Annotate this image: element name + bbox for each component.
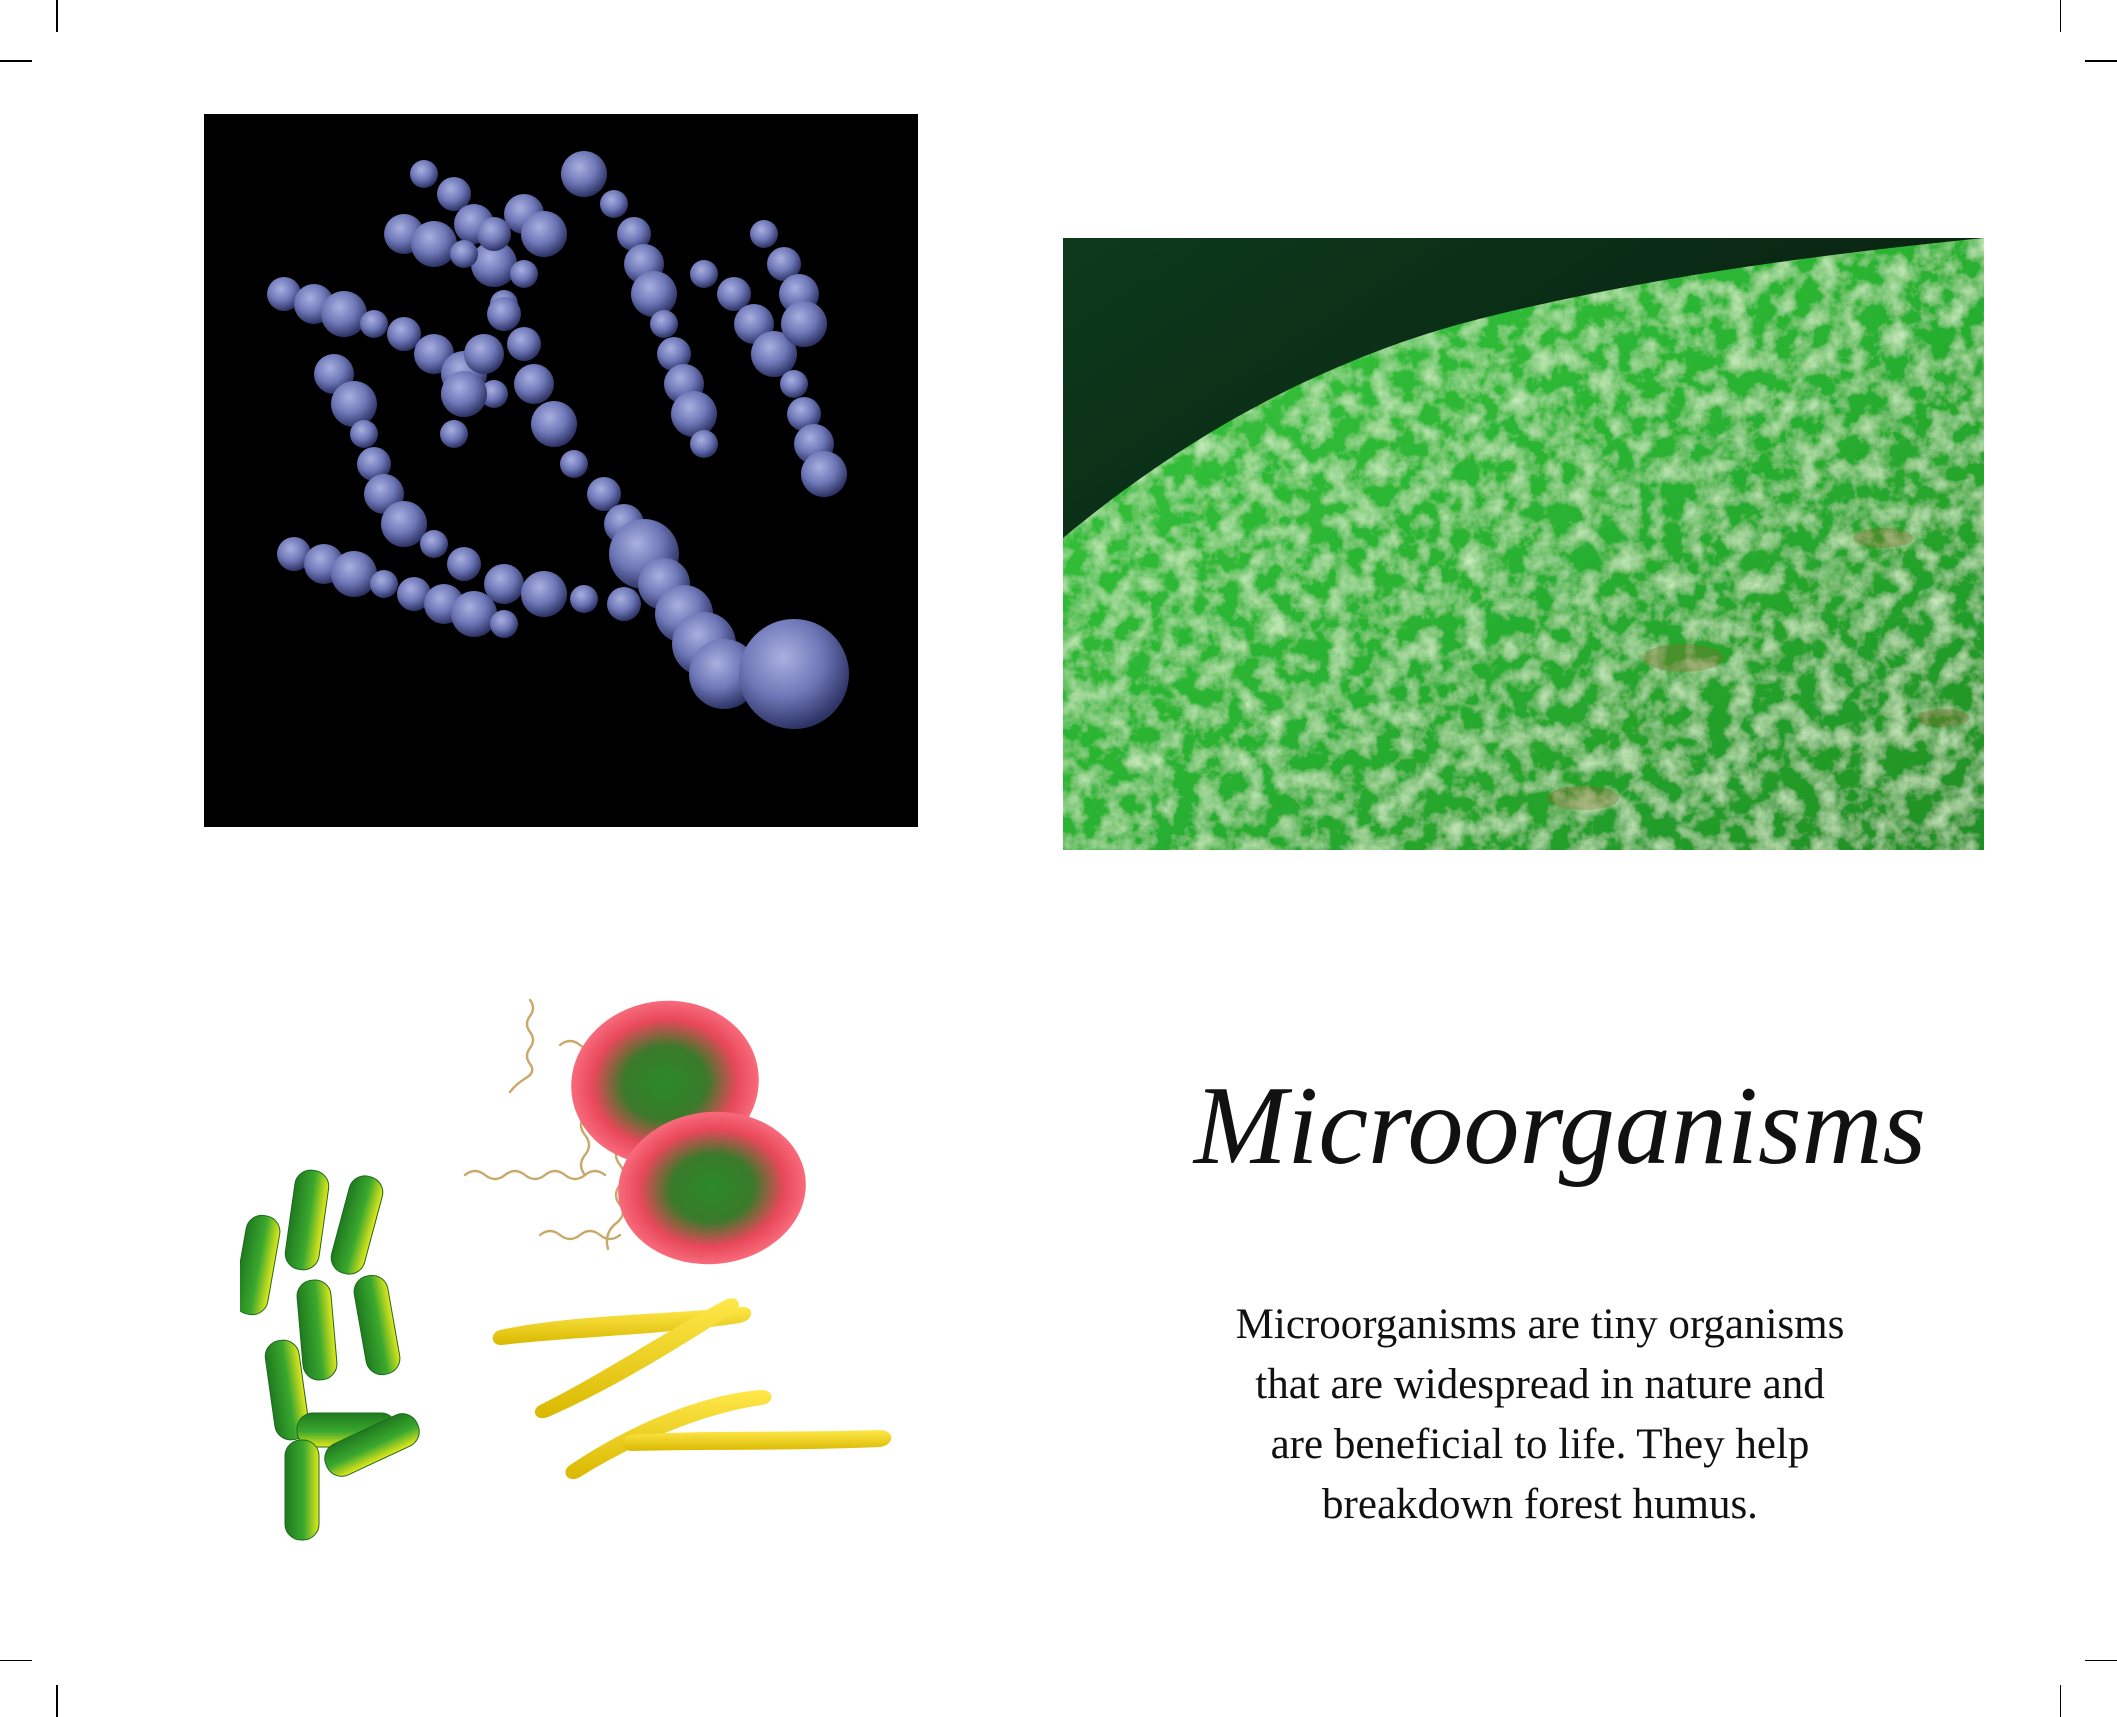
crop-mark bbox=[56, 1685, 58, 1717]
bacterium-cell bbox=[739, 619, 849, 729]
bacteria-photo bbox=[204, 114, 918, 827]
description-line: Microorganisms are tiny organisms bbox=[1235, 1301, 1845, 1348]
bacterium-cell bbox=[617, 217, 651, 251]
bacterium-cell bbox=[801, 451, 847, 497]
crop-mark bbox=[2085, 60, 2117, 62]
bacterium-cell bbox=[360, 310, 388, 338]
description-line: are beneficial to life. They help bbox=[1270, 1421, 1810, 1468]
bacterium-cell bbox=[521, 211, 567, 257]
bacterium-cell bbox=[277, 537, 311, 571]
bacterium-cell bbox=[521, 571, 567, 617]
bacterium-cell bbox=[471, 241, 517, 287]
bacterium-cell bbox=[531, 401, 577, 447]
bacterium-cell bbox=[477, 217, 511, 251]
bacterium-cell bbox=[490, 610, 518, 638]
bacterium-cell bbox=[350, 420, 378, 448]
bacterium-cell bbox=[514, 364, 554, 404]
bacterium-cell bbox=[780, 370, 808, 398]
crop-mark bbox=[2059, 0, 2061, 32]
chain-bacteria-icon bbox=[204, 114, 918, 827]
crop-mark bbox=[56, 0, 58, 32]
bacterium-cell bbox=[447, 547, 481, 581]
bacterium-cell bbox=[450, 240, 478, 268]
bacterium-cell bbox=[331, 381, 377, 427]
green-mat-icon bbox=[1063, 238, 1984, 850]
description-text: Microorganisms are tiny organisms that a… bbox=[1150, 1295, 1930, 1535]
bacterium-cell bbox=[560, 450, 588, 478]
crop-mark bbox=[0, 60, 32, 62]
bacterium-cell bbox=[767, 247, 801, 281]
algae-photo bbox=[1063, 238, 1984, 850]
page-title: Microorganisms bbox=[1193, 1064, 1927, 1188]
bacterium-cell bbox=[484, 564, 524, 604]
bacterium-cell bbox=[561, 151, 607, 197]
bacterium-cell bbox=[690, 430, 718, 458]
bacterium-cell bbox=[331, 551, 377, 597]
microbes-icon bbox=[233, 998, 892, 1541]
bacterium-cell bbox=[370, 570, 398, 598]
bacterium-cell bbox=[717, 277, 751, 311]
bacterium-cell bbox=[600, 190, 628, 218]
bacterium-cell bbox=[381, 501, 427, 547]
bacterium-cell bbox=[689, 639, 759, 709]
bacterium-cell bbox=[631, 271, 677, 317]
bacterium-cell bbox=[441, 371, 487, 417]
bacterium-cell bbox=[321, 291, 367, 337]
crop-mark bbox=[2059, 1685, 2061, 1717]
bacterium-cell bbox=[587, 477, 621, 511]
bacterium-cell bbox=[387, 317, 421, 351]
bacterium-cell bbox=[420, 530, 448, 558]
bacterium-cell bbox=[750, 220, 778, 248]
description-line: that are widespread in nature and bbox=[1255, 1361, 1825, 1408]
bacterium-cell bbox=[751, 331, 797, 377]
bacterium-cell bbox=[650, 310, 678, 338]
bacterium-cell bbox=[671, 391, 717, 437]
bacterium-cell bbox=[487, 297, 521, 331]
microbe-illustration bbox=[233, 985, 1060, 1555]
crop-mark bbox=[2085, 1659, 2117, 1661]
bacterium-cell bbox=[267, 277, 301, 311]
bacterium-cell bbox=[787, 397, 821, 431]
bacterium-cell bbox=[480, 380, 508, 408]
bacterium-cell bbox=[607, 587, 641, 621]
crop-mark bbox=[0, 1659, 32, 1661]
bacterium-cell bbox=[464, 334, 504, 374]
bacterium-cell bbox=[357, 447, 391, 481]
bacterium-cell bbox=[570, 585, 598, 613]
bacterium-cell bbox=[437, 177, 471, 211]
bacterium-cell bbox=[781, 301, 827, 347]
bacterium-cell bbox=[507, 327, 541, 361]
bacterium-cell bbox=[397, 577, 431, 611]
bacterium-cell bbox=[690, 260, 718, 288]
bacterium-cell bbox=[410, 160, 438, 188]
description-line: breakdown forest humus. bbox=[1322, 1481, 1758, 1528]
bacterium-cell bbox=[411, 221, 457, 267]
bacterium-cell bbox=[440, 420, 468, 448]
bacterium-cell bbox=[657, 337, 691, 371]
bacterium-cell bbox=[451, 591, 497, 637]
bacterium-cell bbox=[510, 260, 538, 288]
